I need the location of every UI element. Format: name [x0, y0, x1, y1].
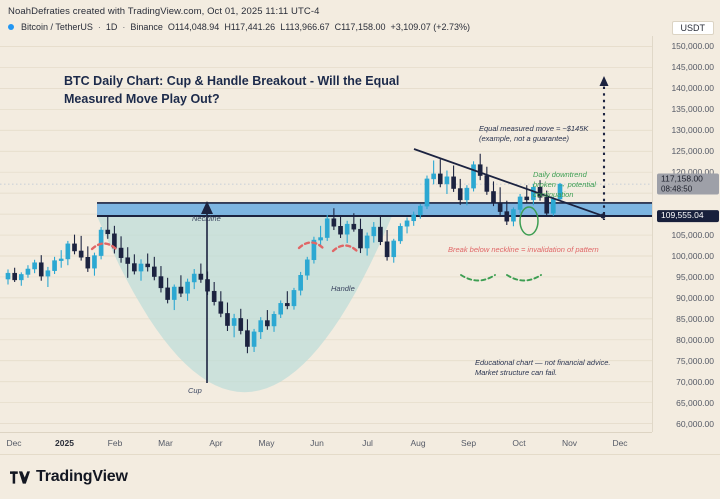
time-tick: 2025	[55, 438, 74, 448]
time-tick: Feb	[107, 438, 123, 448]
brand-bar: TradingView	[0, 454, 720, 499]
time-tick: Sep	[460, 438, 477, 448]
price-tick: 60,000.00	[676, 418, 714, 429]
tradingview-wordmark: TradingView	[36, 468, 128, 485]
price-tick: 140,000.00	[671, 83, 714, 94]
drawing-overlays	[90, 76, 609, 383]
legend-sep-2: ·	[122, 22, 126, 32]
measured-move-annotation: Equal measured move ≈ ~$145K (example, n…	[479, 124, 589, 144]
tradingview-brand[interactable]: TradingView	[10, 468, 128, 486]
legend-interval[interactable]: 1D	[105, 22, 118, 32]
time-tick: Dec	[612, 438, 628, 448]
downtrend-broken-annotation: Daily downtrend broken → potential conti…	[533, 170, 596, 200]
price-tick: 80,000.00	[676, 334, 714, 345]
time-tick: Mar	[158, 438, 173, 448]
time-tick: Nov	[561, 438, 578, 448]
disclaimer-annotation: Educational chart — not financial advice…	[475, 358, 611, 378]
price-scale[interactable]: USDT 150,000.00 145,000.00 140,000.00 135,0…	[652, 21, 720, 432]
legend-exchange[interactable]: Binance	[130, 22, 163, 32]
attribution-text: NoahDefraties created with TradingView.c…	[8, 6, 320, 17]
price-tick: 90,000.00	[676, 292, 714, 303]
neckline-price-label: 109,555.04	[657, 210, 719, 222]
time-tick: Oct	[512, 438, 526, 448]
legend-symbol[interactable]: Bitcoin / TetherUS	[21, 22, 93, 32]
price-tick: 120,000.00	[671, 167, 714, 178]
chart-canvas	[0, 46, 652, 424]
price-tick: 100,000.00	[671, 251, 714, 261]
currency-unit-badge: USDT	[671, 21, 714, 35]
tradingview-logo-icon	[10, 470, 30, 484]
chart-legend: Bitcoin / TetherUS · 1D · Binance O114,0…	[8, 22, 470, 32]
legend-change: +3,109.07 (+2.73%)	[390, 22, 471, 32]
neckline-label: Neckline	[192, 214, 221, 223]
legend-high: H117,441.26	[224, 22, 276, 32]
price-tick: 85,000.00	[676, 313, 714, 324]
handle-label: Handle	[331, 284, 355, 293]
time-tick: Apr	[209, 438, 223, 448]
legend-sep-1: ·	[97, 22, 101, 32]
price-tick: 75,000.00	[676, 355, 714, 366]
current-price-label: 117,158.00 08:48:50	[657, 173, 719, 195]
legend-close: C117,158.00	[334, 22, 386, 32]
time-scale[interactable]: Dec 2025 Feb Mar Apr May Jun Jul Aug Sep Oct Nov Dec	[0, 432, 652, 454]
symbol-color-dot	[8, 24, 14, 30]
price-tick: 125,000.00	[671, 146, 714, 157]
price-tick: 105,000.00	[671, 230, 714, 241]
time-tick: Aug	[410, 438, 426, 448]
neckline-band	[97, 202, 652, 217]
cup-label: Cup	[188, 386, 202, 395]
price-tick: 65,000.00	[676, 397, 714, 408]
legend-open: O114,048.94	[167, 22, 220, 32]
candlestick-series	[5, 153, 563, 354]
price-tick: 135,000.00	[671, 104, 714, 115]
time-tick: Jun	[310, 438, 324, 448]
time-tick: Jul	[362, 438, 373, 448]
chart-title-annotation: BTC Daily Chart: Cup & Handle Breakout -…	[64, 74, 400, 107]
price-tick: 130,000.00	[671, 125, 714, 136]
time-tick: May	[258, 438, 275, 448]
price-tick: 150,000.00	[671, 41, 714, 52]
legend-low: L113,966.67	[280, 22, 330, 32]
invalidation-annotation: Break below neckline = invalidation of p…	[448, 245, 599, 254]
time-tick: Dec	[6, 438, 22, 448]
cup-pattern-shape	[97, 215, 392, 393]
chart-plot-area[interactable]	[0, 36, 652, 432]
price-tick: 70,000.00	[676, 376, 714, 387]
price-tick: 145,000.00	[671, 62, 714, 73]
price-tick: 95,000.00	[676, 271, 714, 282]
